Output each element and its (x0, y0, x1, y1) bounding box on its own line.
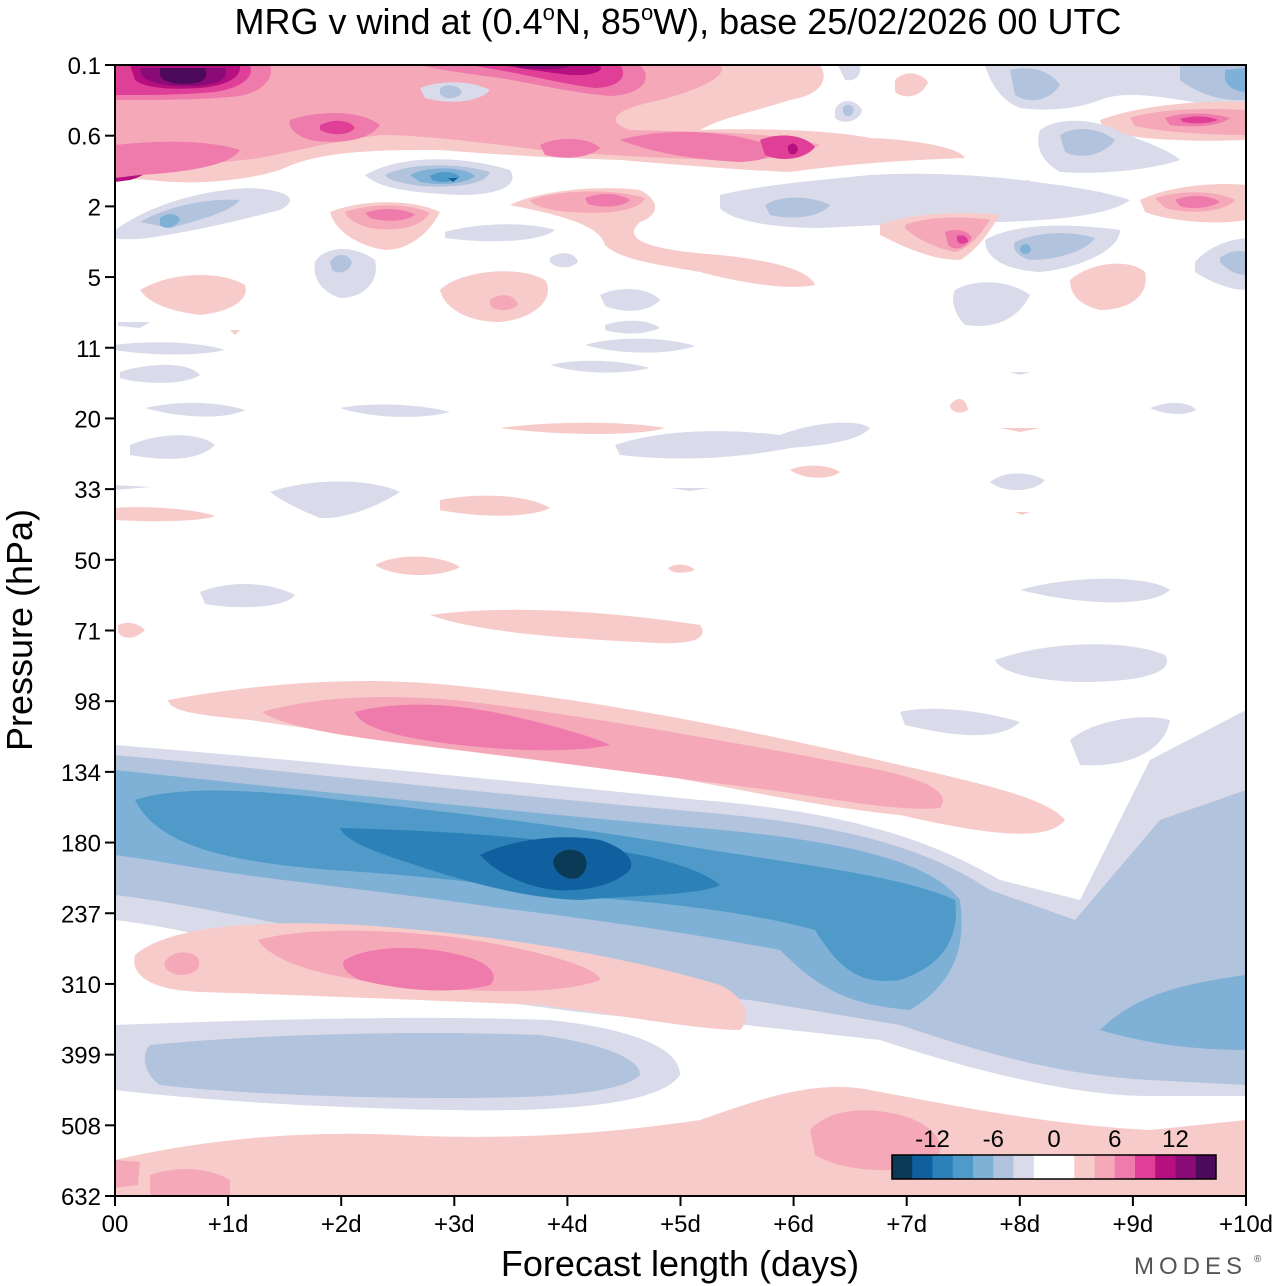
x-tick-label: +5d (660, 1211, 701, 1238)
y-tick-label: 2 (88, 194, 101, 221)
colorbar-swatch (952, 1155, 974, 1179)
colorbar-tick-label: 0 (1047, 1126, 1060, 1153)
colorbar-tick-label: -12 (915, 1126, 950, 1153)
negative-band-main (115, 710, 1246, 1096)
chart-title: MRG v wind at (0.4oN, 85oW), base 25/02/… (235, 0, 1122, 42)
y-tick-label: 399 (61, 1043, 101, 1070)
x-tick-label: +6d (773, 1211, 814, 1238)
colorbar-swatch (1155, 1155, 1176, 1179)
y-tick-label: 50 (74, 548, 101, 575)
y-tick-label: 5 (88, 265, 101, 292)
colorbar-swatch (1114, 1155, 1136, 1179)
colorbar-tick-label: 12 (1162, 1126, 1189, 1153)
colorbar-swatch (1054, 1155, 1075, 1179)
x-tick-label: 00 (102, 1211, 129, 1238)
y-tick-label: 632 (61, 1184, 101, 1211)
colorbar-swatch (932, 1155, 954, 1179)
colorbar-swatch (1135, 1155, 1156, 1179)
colorbar-tick-label: -6 (983, 1126, 1004, 1153)
y-axis-label: Pressure (hPa) (0, 509, 40, 751)
y-tick-label: 134 (61, 760, 101, 787)
positive-band-upper (168, 680, 1065, 834)
colorbar-legend: -12 -6 0 6 12 (891, 1126, 1217, 1180)
x-tick-label: +1d (208, 1211, 249, 1238)
x-tick-label: +3d (434, 1211, 475, 1238)
y-axis: 0.1 0.6 2 5 11 20 33 50 71 98 134 180 237 310 399 508 63… (61, 53, 115, 1211)
y-tick-label: 310 (61, 972, 101, 999)
x-tick-label: +7d (886, 1211, 927, 1238)
colorbar-swatch (1033, 1155, 1055, 1179)
y-tick-label: 0.1 (68, 53, 101, 80)
colorbar-swatch (1013, 1155, 1035, 1179)
contour-field (115, 65, 1246, 1196)
x-axis: 00 +1d +2d +3d +4d +5d +6d +7d +8d +9d +10d (102, 1196, 1273, 1238)
colorbar-swatch (1195, 1155, 1217, 1179)
y-tick-label: 33 (74, 477, 101, 504)
x-axis-label: Forecast length (days) (501, 1243, 859, 1284)
y-tick-label: 180 (61, 831, 101, 858)
y-tick-label: 508 (61, 1113, 101, 1140)
upper-levels (115, 65, 1246, 335)
colorbar-swatch (912, 1155, 933, 1179)
y-tick-label: 71 (74, 619, 101, 646)
y-tick-label: 11 (76, 336, 101, 363)
colorbar-swatch (1094, 1155, 1116, 1179)
negative-band-lower (115, 1017, 680, 1111)
colorbar-frame (891, 1154, 1217, 1180)
x-tick-label: +4d (547, 1211, 588, 1238)
colorbar-swatch (993, 1155, 1014, 1179)
y-tick-label: 98 (74, 689, 101, 716)
colorbar-swatch (1175, 1155, 1197, 1179)
colorbar-swatch (973, 1155, 994, 1179)
y-tick-label: 237 (61, 901, 101, 928)
x-tick-label: +9d (1113, 1211, 1154, 1238)
colorbar-swatch (892, 1155, 913, 1179)
x-tick-label: +2d (321, 1211, 362, 1238)
modes-logo: MODES (1134, 1253, 1247, 1280)
scattered-patches (115, 282, 1196, 766)
colorbar-swatch (1074, 1155, 1095, 1179)
x-tick-label: +10d (1219, 1211, 1273, 1238)
y-tick-label: 20 (74, 406, 101, 433)
registered-mark: ® (1254, 1254, 1262, 1265)
y-tick-label: 0.6 (68, 124, 101, 151)
x-tick-label: +8d (999, 1211, 1040, 1238)
positive-band-mid (134, 923, 746, 1030)
colorbar-tick-label: 6 (1108, 1126, 1121, 1153)
